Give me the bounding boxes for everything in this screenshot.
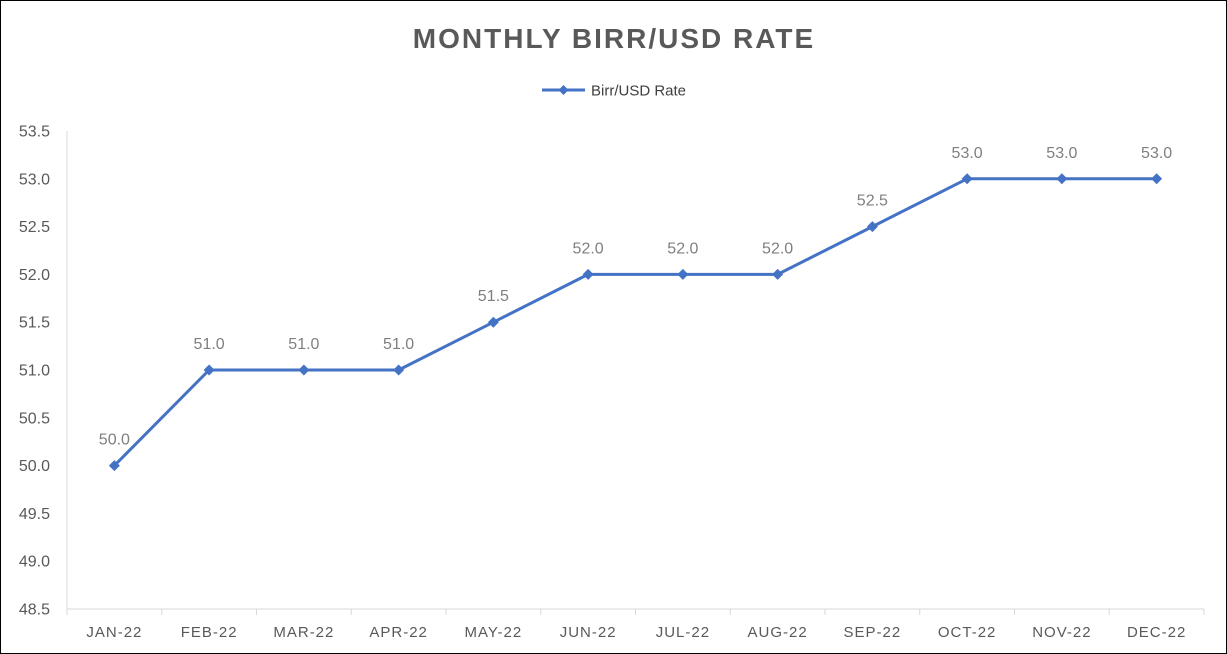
y-tick-label: 51.0: [19, 363, 50, 380]
axes: [66, 131, 1205, 615]
y-tick-label: 49.0: [19, 554, 50, 571]
data-point-marker: [298, 364, 310, 376]
x-tick-label: APR-22: [369, 624, 428, 641]
legend-marker-icon: [558, 85, 569, 95]
data-label: 53.0: [1046, 145, 1077, 162]
chart-title: MONTHLY BIRR/USD RATE: [413, 23, 815, 54]
data-point-marker: [203, 364, 215, 376]
data-label: 52.0: [762, 240, 793, 257]
data-point-marker: [677, 268, 689, 280]
legend-label: Birr/USD Rate: [591, 83, 686, 100]
y-tick-label: 50.5: [19, 410, 50, 427]
x-tick-label: MAR-22: [273, 624, 334, 641]
x-tick-label: SEP-22: [844, 624, 902, 641]
x-tick-label: JUL-22: [656, 624, 710, 641]
x-tick-label: NOV-22: [1032, 624, 1091, 641]
data-label: 52.0: [667, 240, 698, 257]
y-tick-label: 53.0: [19, 171, 50, 188]
legend: Birr/USD Rate: [542, 83, 686, 100]
x-tick-label: FEB-22: [181, 624, 238, 641]
data-label: 51.0: [194, 336, 225, 353]
data-label: 51.0: [288, 336, 319, 353]
x-tick-label: JAN-22: [86, 624, 142, 641]
data-point-marker: [487, 316, 499, 328]
data-point-marker: [582, 268, 594, 280]
data-label: 52.0: [573, 240, 604, 257]
y-tick-label: 51.5: [19, 315, 50, 332]
data-point-marker: [866, 221, 878, 233]
x-tick-label: JUN-22: [560, 624, 617, 641]
data-point-marker: [393, 364, 405, 376]
data-label: 50.0: [99, 432, 130, 449]
data-point-marker: [1151, 173, 1163, 185]
data-point-marker: [108, 460, 120, 472]
y-axis-ticks: 48.5 49.0 49.5 50.0 50.5 51.0 51.5 52.0 52.5 53.0…: [19, 124, 50, 619]
series-line: [112, 177, 1159, 468]
x-tick-label: AUG-22: [748, 624, 808, 641]
series-birr-usd-rate: [108, 173, 1163, 472]
data-label: 51.5: [478, 288, 509, 305]
x-tick-label: MAY-22: [465, 624, 523, 641]
data-label: 53.0: [952, 145, 983, 162]
data-labels: 50.0 51.0 51.0 51.0 51.5 52.0 52.0 52.0 52.5 53.0…: [99, 145, 1172, 449]
data-label: 52.5: [857, 193, 888, 210]
data-point-marker: [961, 173, 973, 185]
y-tick-label: 52.5: [19, 219, 50, 236]
data-point-marker: [772, 268, 784, 280]
y-tick-label: 53.5: [19, 124, 50, 141]
x-tick-label: OCT-22: [938, 624, 997, 641]
y-tick-label: 50.0: [19, 458, 50, 475]
x-tick-label: DEC-22: [1127, 624, 1186, 641]
x-axis-ticks: JAN-22 FEB-22 MAR-22 APR-22 MAY-22 JUN-22 JUL-…: [86, 624, 1186, 641]
data-label: 53.0: [1141, 145, 1172, 162]
data-label: 51.0: [383, 336, 414, 353]
y-tick-label: 52.0: [19, 267, 50, 284]
data-point-marker: [1056, 173, 1068, 185]
y-tick-label: 49.5: [19, 506, 50, 523]
y-tick-label: 48.5: [19, 602, 50, 619]
